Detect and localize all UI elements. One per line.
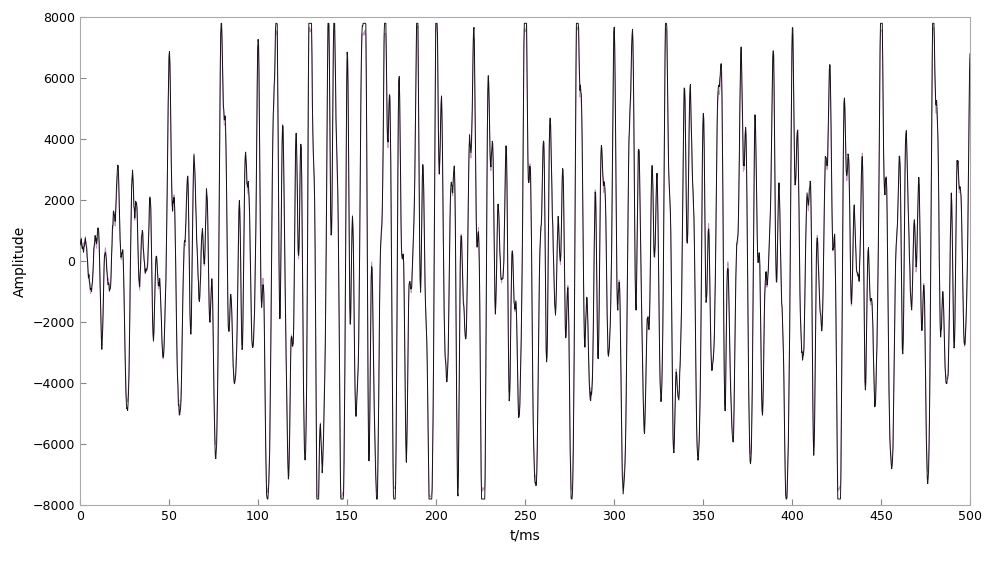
Y-axis label: Amplitude: Amplitude [13, 226, 27, 297]
X-axis label: t/ms: t/ms [510, 529, 540, 542]
